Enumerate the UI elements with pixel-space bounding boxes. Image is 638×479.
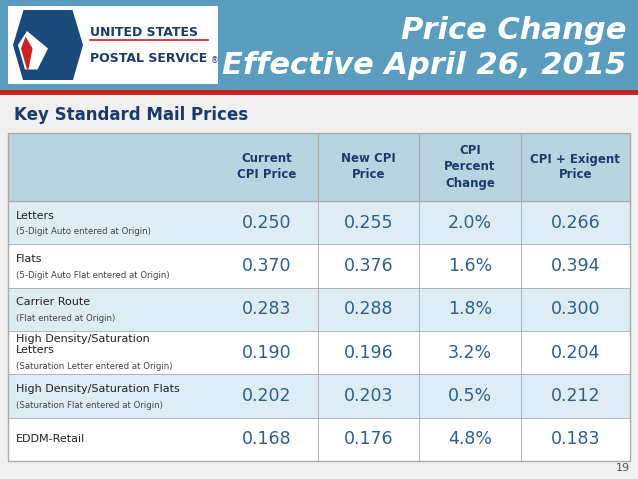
Bar xyxy=(8,331,630,374)
Text: 0.202: 0.202 xyxy=(242,387,292,405)
Bar xyxy=(0,90,638,95)
Text: CPI + Exigent
Price: CPI + Exigent Price xyxy=(530,152,620,182)
Text: High Density/Saturation
Letters: High Density/Saturation Letters xyxy=(16,334,150,355)
Text: Price Change: Price Change xyxy=(401,15,626,45)
Text: 0.176: 0.176 xyxy=(344,430,393,448)
Text: 0.196: 0.196 xyxy=(344,343,393,362)
Text: 0.283: 0.283 xyxy=(242,300,292,319)
Polygon shape xyxy=(13,10,83,80)
Text: 0.212: 0.212 xyxy=(551,387,600,405)
Text: 0.204: 0.204 xyxy=(551,343,600,362)
Text: High Density/Saturation Flats: High Density/Saturation Flats xyxy=(16,384,180,394)
Text: 0.370: 0.370 xyxy=(242,257,292,275)
Text: POSTAL SERVICE: POSTAL SERVICE xyxy=(90,52,207,65)
Text: 0.394: 0.394 xyxy=(551,257,600,275)
Text: 0.168: 0.168 xyxy=(242,430,292,448)
Polygon shape xyxy=(18,31,48,69)
Bar xyxy=(8,6,218,84)
Text: Flats: Flats xyxy=(16,254,43,264)
Text: 0.190: 0.190 xyxy=(242,343,292,362)
Bar xyxy=(8,374,630,418)
Text: 3.2%: 3.2% xyxy=(448,343,492,362)
Text: (5-Digit Auto Flat entered at Origin): (5-Digit Auto Flat entered at Origin) xyxy=(16,271,170,280)
Text: 19: 19 xyxy=(616,463,630,473)
Polygon shape xyxy=(21,36,33,69)
Text: 0.5%: 0.5% xyxy=(448,387,492,405)
Text: Carrier Route: Carrier Route xyxy=(16,297,90,308)
Text: ®: ® xyxy=(211,57,218,66)
Text: (Flat entered at Origin): (Flat entered at Origin) xyxy=(16,314,115,323)
Bar xyxy=(8,201,630,244)
Text: 0.376: 0.376 xyxy=(344,257,393,275)
Text: 0.266: 0.266 xyxy=(551,214,600,232)
Text: 0.203: 0.203 xyxy=(344,387,393,405)
Bar xyxy=(8,133,630,461)
Text: (Saturation Flat entered at Origin): (Saturation Flat entered at Origin) xyxy=(16,400,163,410)
Bar xyxy=(8,133,630,201)
Text: 0.255: 0.255 xyxy=(344,214,393,232)
Text: (Saturation Letter entered at Origin): (Saturation Letter entered at Origin) xyxy=(16,362,172,371)
Text: Effective April 26, 2015: Effective April 26, 2015 xyxy=(222,50,626,80)
Text: (5-Digit Auto entered at Origin): (5-Digit Auto entered at Origin) xyxy=(16,227,151,236)
Bar xyxy=(8,244,630,288)
Text: EDDM-Retail: EDDM-Retail xyxy=(16,434,85,445)
Text: 0.250: 0.250 xyxy=(242,214,292,232)
Text: 1.8%: 1.8% xyxy=(448,300,492,319)
Text: 0.183: 0.183 xyxy=(551,430,600,448)
Text: 2.0%: 2.0% xyxy=(448,214,492,232)
Text: 0.288: 0.288 xyxy=(344,300,393,319)
Text: CPI
Percent
Change: CPI Percent Change xyxy=(444,145,496,190)
Bar xyxy=(8,418,630,461)
Text: Letters: Letters xyxy=(16,211,55,221)
Text: Key Standard Mail Prices: Key Standard Mail Prices xyxy=(14,106,248,124)
Text: Current
CPI Price: Current CPI Price xyxy=(237,152,297,182)
Text: New CPI
Price: New CPI Price xyxy=(341,152,396,182)
Text: 0.300: 0.300 xyxy=(551,300,600,319)
Bar xyxy=(0,0,638,90)
Text: 1.6%: 1.6% xyxy=(448,257,492,275)
Text: UNITED STATES: UNITED STATES xyxy=(90,25,198,38)
Bar xyxy=(8,288,630,331)
Text: 4.8%: 4.8% xyxy=(448,430,492,448)
